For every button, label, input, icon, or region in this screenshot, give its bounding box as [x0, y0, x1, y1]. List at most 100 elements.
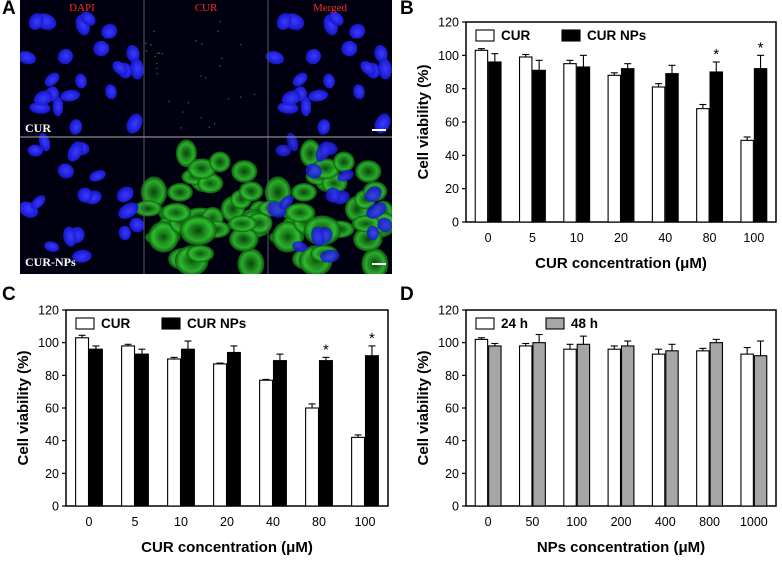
y-tick-label: 40 [445, 149, 459, 163]
y-tick-label: 0 [452, 216, 459, 230]
nucleus [325, 187, 341, 203]
x-axis-label: CUR concentration (μM) [535, 255, 707, 272]
nucleus [89, 169, 106, 182]
y-axis-label: Cell viability (%) [415, 350, 432, 465]
cytoplasm [227, 215, 258, 233]
nucleus [374, 45, 388, 63]
speckle [155, 62, 158, 65]
cytoplasm [291, 183, 317, 202]
bar-48-h-0 [488, 345, 502, 507]
speckle [145, 50, 148, 52]
significance-marker: * [323, 341, 329, 358]
x-tick-label: 5 [529, 231, 536, 245]
bar-cur-nps-5 [134, 353, 149, 507]
bar-48-h-400 [665, 350, 679, 507]
speckle [153, 30, 155, 33]
cytoplasm [167, 183, 193, 202]
x-tick-label: 10 [570, 231, 584, 245]
cytoplasm [333, 151, 355, 173]
speckle [219, 20, 222, 23]
cytoplasm [229, 226, 259, 252]
y-axis-label: Cell viability (%) [15, 350, 32, 465]
bar-cur-nps-100 [364, 355, 379, 507]
cytoplasm [148, 221, 179, 253]
nucleus [33, 90, 53, 106]
speckle [156, 67, 158, 70]
nucleus [328, 11, 344, 26]
bar-cur-nps-10 [180, 348, 195, 507]
x-tick-label: 100 [743, 231, 764, 245]
panel-letter-a: A [2, 0, 16, 19]
nucleus [300, 96, 312, 117]
nucleus [60, 89, 80, 102]
bar-cur-nps-10 [576, 66, 591, 223]
nucleus [275, 144, 292, 157]
x-tick-label: 200 [611, 515, 632, 529]
y-tick-label: 60 [445, 116, 459, 130]
bar-cur-100 [351, 436, 366, 507]
legend-swatch [161, 317, 181, 330]
x-tick-label: 0 [86, 515, 93, 529]
speckle [195, 40, 197, 42]
speckle [150, 44, 152, 46]
viability-chart-b: 0 20 40 60 80 100 120 Cell viability (%) 0 5 10 20 4… [400, 0, 782, 283]
nucleus [80, 11, 96, 26]
significance-marker: * [713, 46, 719, 63]
bar-cur-80 [696, 108, 710, 223]
speckle [200, 117, 202, 119]
cytoplasm [237, 248, 265, 274]
chart-c-svg: 0 20 40 60 80 100 120 Cell viability (%) 0 5 10 20 4… [15, 304, 389, 556]
bar-24-h-800 [696, 350, 710, 507]
nucleus [360, 60, 376, 76]
speckle [239, 96, 242, 98]
cytoplasm [361, 248, 389, 274]
nucleus [44, 72, 60, 87]
cytoplasm [187, 158, 217, 180]
cytoplasm [355, 160, 382, 183]
x-tick-label: 10 [174, 515, 188, 529]
x-tick-label: 80 [703, 231, 717, 245]
bar-cur-40 [259, 379, 274, 507]
nucleus [366, 202, 387, 219]
bar-cur-10 [563, 63, 577, 223]
nucleus [105, 84, 117, 100]
nucleus [308, 89, 328, 102]
nucleus [315, 141, 332, 162]
column-label-dapi: DAPI [69, 2, 95, 14]
x-tick-label: 20 [614, 231, 628, 245]
row-label-cur: CUR [25, 121, 51, 135]
legend-swatch [475, 29, 495, 42]
bar-24-h-0 [474, 338, 489, 507]
y-tick-label: 0 [452, 500, 459, 514]
bar-24-h-50 [518, 345, 533, 507]
nucleus [292, 72, 308, 87]
legend-label: CUR [101, 316, 130, 331]
cytoplasm [179, 215, 217, 246]
x-tick-label: 100 [355, 515, 376, 529]
legend-label: CUR NPs [587, 28, 646, 43]
nucleus [364, 186, 382, 203]
nucleus [44, 241, 60, 252]
viability-chart-c: 0 20 40 60 80 100 120 Cell viability (%) 0 5 10 20 4… [0, 286, 400, 563]
bar-cur-100 [740, 139, 754, 223]
bar-cur-nps-0 [488, 61, 502, 223]
nucleus [281, 90, 301, 106]
bar-cur-5 [121, 345, 136, 507]
y-tick-label: 0 [52, 500, 59, 514]
speckle [227, 98, 230, 100]
y-tick-label: 100 [38, 336, 59, 350]
x-tick-label: 40 [266, 515, 280, 529]
y-tick-label: 80 [445, 369, 459, 383]
cytoplasm [186, 244, 215, 263]
x-tick-label: 40 [658, 231, 672, 245]
bar-cur-5 [518, 56, 533, 223]
legend-label: 48 h [571, 316, 598, 331]
nucleus [118, 225, 131, 241]
nucleus [126, 45, 140, 63]
bar-cur-20 [607, 74, 622, 223]
speckle [157, 52, 159, 55]
bar-cur-nps-80 [709, 71, 724, 223]
cytoplasm [299, 139, 321, 168]
bar-24-h-1000 [740, 353, 754, 507]
nucleus [277, 102, 299, 114]
